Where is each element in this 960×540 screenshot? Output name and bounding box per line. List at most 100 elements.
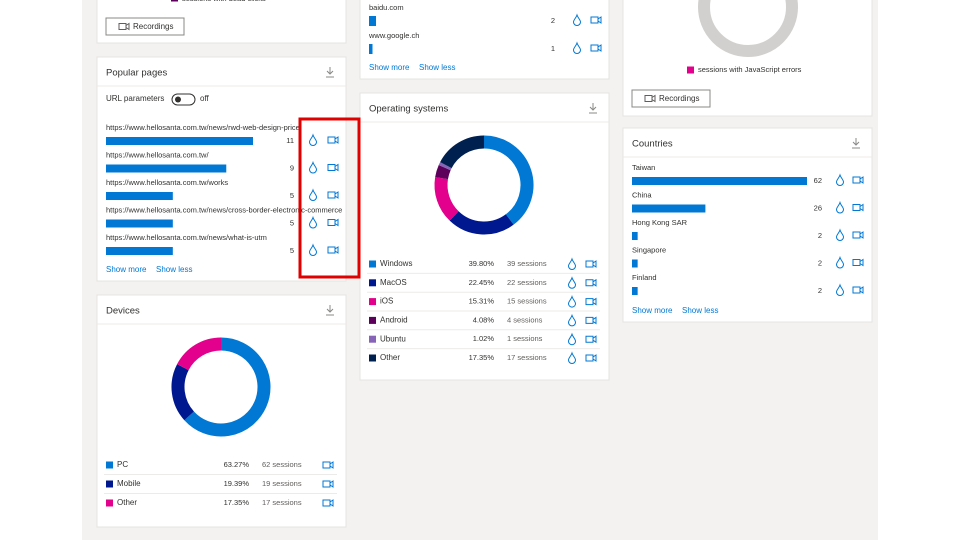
count-bar [632,259,638,268]
recording-icon[interactable] [852,258,864,267]
legend-sessions: 4 sessions [507,315,543,324]
legend-label: Other [380,353,400,362]
download-icon[interactable] [852,138,860,149]
legend-label: sessions with JavaScript errors [698,65,802,74]
recording-icon[interactable] [327,191,339,199]
download-icon[interactable] [326,305,334,316]
legend-sessions: 22 sessions [507,278,547,287]
show-more-link[interactable]: Show more [632,306,673,315]
recording-icon[interactable] [585,316,597,325]
recording-icon[interactable] [585,335,597,344]
recording-icon[interactable] [852,286,864,294]
row-count: 2 [818,258,822,267]
legend-label: Windows [380,259,412,268]
recording-icon[interactable] [322,461,334,469]
heatmap-icon[interactable] [308,188,318,201]
recording-icon[interactable] [322,480,334,488]
recording-icon[interactable] [585,260,597,268]
heatmap-icon[interactable] [567,313,577,327]
count-bar [106,164,227,173]
donut-segment [171,364,195,421]
recording-icon[interactable] [852,231,864,239]
heatmap-icon[interactable] [308,215,318,229]
recording-icon[interactable] [590,16,602,24]
recording-icon[interactable] [327,246,339,254]
download-icon[interactable] [589,103,597,114]
recording-icon[interactable] [327,136,339,144]
legend-swatch [687,66,694,74]
recording-icon[interactable] [852,203,864,212]
row-count: 1 [551,44,555,53]
show-more-link[interactable]: Show more [106,265,147,274]
heatmap-icon[interactable] [308,160,318,174]
show-more-link[interactable]: Show more [369,63,410,72]
button-label[interactable]: Recordings [133,22,173,31]
show-less-link[interactable]: Show less [682,306,718,315]
recording-icon[interactable] [327,218,339,227]
count-bar [632,232,638,240]
heatmap-icon[interactable] [572,41,582,54]
heatmap-icon[interactable] [567,276,577,289]
row-label: China [632,190,652,199]
heatmap-icon[interactable] [567,295,577,308]
legend-swatch [369,316,376,324]
card-title: Popular pages [106,68,168,79]
legend-percent: 17.35% [469,353,495,362]
show-less-link[interactable]: Show less [156,265,192,274]
legend-sessions: 19 sessions [262,479,302,488]
recording-icon[interactable] [852,176,864,184]
legend-swatch [106,499,113,507]
row-label: Finland [632,273,657,282]
count-bar [369,16,376,26]
legend-label: PC [117,460,128,469]
heatmap-icon[interactable] [835,255,845,269]
count-bar [106,192,173,200]
toggle-label: URL parameters [106,94,164,103]
legend-label: sessions with dead clicks [182,0,266,3]
legend-sessions: 17 sessions [262,498,302,507]
legend-label: Other [117,498,137,507]
donut-segment [434,177,459,221]
show-less-link[interactable]: Show less [419,63,455,72]
recording-icon[interactable] [327,163,339,172]
row-label: https://www.hellosanta.com.tw/news/rwd-w… [106,123,300,132]
legend-sessions: 17 sessions [507,353,547,362]
legend-percent: 19.39% [224,479,250,488]
row-count: 11 [286,136,294,145]
donut-segment [184,337,271,437]
heatmap-icon[interactable] [308,243,318,256]
highlight-box [298,117,361,279]
heatmap-icon[interactable] [835,228,845,241]
row-count: 5 [290,191,294,200]
button-label[interactable]: Recordings [659,94,699,103]
download-icon[interactable] [326,67,334,78]
count-bar [106,219,173,228]
count-bar [369,44,373,54]
legend-percent: 39.80% [469,259,495,268]
recording-icon[interactable] [585,354,597,362]
heatmap-icon[interactable] [567,257,577,270]
legend-sessions: 62 sessions [262,460,302,469]
heatmap-icon[interactable] [835,173,845,186]
count-bar [106,137,253,145]
recordings-button[interactable] [631,89,711,108]
heatmap-icon[interactable] [567,351,577,364]
heatmap-icon[interactable] [308,133,318,146]
recordings-button[interactable] [105,17,185,36]
legend-label: Mobile [117,479,141,488]
heatmap-icon[interactable] [567,332,577,346]
recording-icon[interactable] [585,297,597,306]
recording-icon[interactable] [585,278,597,287]
countries-card [622,127,873,323]
recording-icon[interactable] [322,499,334,507]
heatmap-icon[interactable] [835,283,845,296]
heatmap-icon[interactable] [835,200,845,214]
donut-segment [438,162,452,171]
legend-swatch [369,335,376,343]
legend-label: Android [380,316,408,325]
heatmap-icon[interactable] [572,13,582,26]
legend-percent: 22.45% [469,278,495,287]
toggle-knob [175,96,181,103]
recording-icon[interactable] [590,44,602,52]
